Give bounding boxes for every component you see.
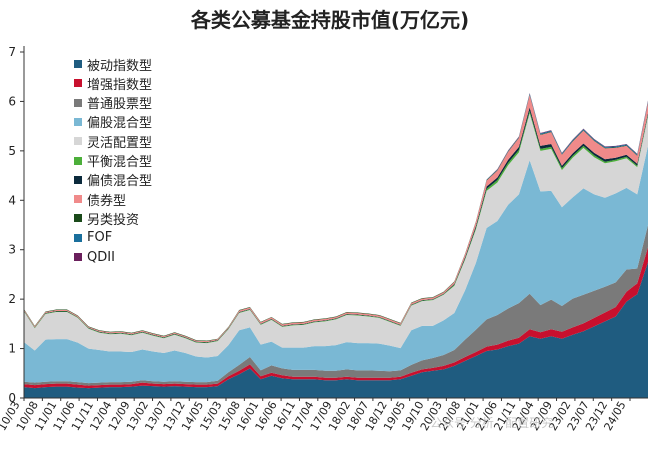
y-tick-label: 4 [8,193,16,207]
legend-label: QDII [87,249,115,265]
legend-label: 灵活配置型 [87,135,153,151]
legend-swatch [74,195,82,204]
legend-item: 普通股票型 [74,94,152,112]
area-series-3 [24,145,648,384]
legend-item: 被动指数型 [74,55,153,74]
legend-swatch [74,137,82,146]
legend-label: 增强指数型 [87,77,153,93]
chart-title: 各类公募基金持股市值(万亿元) [190,8,470,32]
area-series-2 [24,225,648,386]
legend-item: 债券型 [74,190,127,209]
legend-swatch [74,117,82,126]
legend-swatch [74,98,82,107]
legend-item: 增强指数型 [74,74,153,93]
y-tick-label: 7 [8,45,16,59]
area-series-0 [24,262,648,398]
legend-item: 平衡混合型 [74,152,152,170]
legend-label: 平衡混合型 [87,155,153,170]
area-series-4 [24,113,648,358]
y-tick-label: 5 [8,144,16,158]
legend-label: 偏债混合型 [87,174,153,190]
legend-item: FOF [74,229,112,247]
legend-swatch [74,233,82,242]
legend-swatch [74,214,82,223]
legend-item: 偏股混合型 [74,113,152,131]
y-tick-label: 6 [8,94,16,108]
legend-swatch [74,253,82,261]
legend-label: 偏股混合型 [87,116,153,132]
watermark: 公众号·分析 . 配置研究 [430,416,554,430]
legend-label: 另类投资 [87,212,140,228]
legend-item: 偏债混合型 [74,171,152,189]
legend-swatch [74,60,82,68]
y-tick-label: 3 [8,243,16,257]
legend-swatch [74,156,82,165]
legend-item: QDII [74,248,115,266]
legend-swatch [74,175,82,184]
legend-label: 债券型 [87,193,127,209]
legend-label: FOF [87,230,113,246]
legend-label: 被动指数型 [87,58,153,74]
y-tick-label: 2 [8,292,16,306]
legend-item: 另类投资 [74,209,140,228]
legend-label: 普通股票型 [87,97,153,113]
legend-swatch [74,79,82,88]
legend-item: 灵活配置型 [74,132,153,151]
y-tick-label: 0 [8,391,16,405]
y-tick-label: 1 [8,342,16,356]
